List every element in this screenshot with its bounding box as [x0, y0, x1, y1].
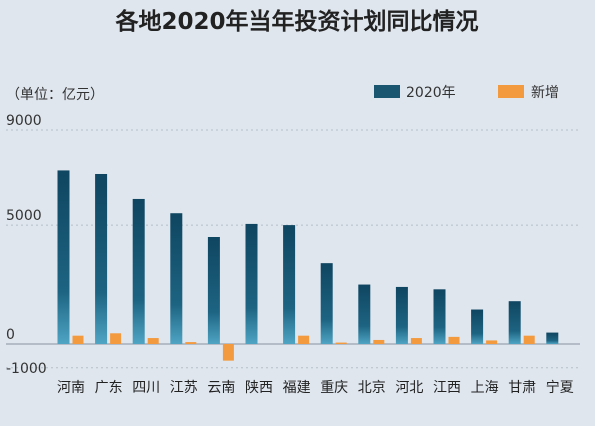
- bar-2020-云南: [207, 237, 220, 344]
- bar-2020-江西: [433, 289, 446, 344]
- bar-2020-福建: [283, 225, 296, 344]
- x-tick-label: 甘肃: [508, 380, 536, 396]
- legend-label-2020: 2020年: [406, 85, 456, 101]
- y-tick-label: 5000: [6, 208, 42, 224]
- x-tick-label: 云南: [207, 380, 235, 396]
- bar-new-北京: [373, 339, 385, 344]
- legend-swatch-2020: [374, 85, 400, 98]
- x-tick-label: 宁夏: [546, 379, 574, 396]
- bar-new-四川: [147, 338, 159, 344]
- legend-label-new: 新增: [531, 85, 559, 101]
- x-tick-label: 江苏: [170, 380, 198, 396]
- y-tick-label: 0: [6, 327, 15, 343]
- x-tick-label: 重庆: [320, 380, 348, 396]
- bar-2020-陕西: [245, 223, 258, 344]
- bar-new-河北: [410, 338, 422, 344]
- x-tick-label: 河北: [395, 380, 423, 396]
- unit-label: （单位：亿元）: [6, 87, 104, 103]
- bar-new-河南: [72, 335, 84, 344]
- x-tick-label: 上海: [471, 380, 499, 396]
- bar-new-广东: [110, 333, 122, 344]
- bar-new-福建: [298, 335, 310, 344]
- y-tick-label: -1000: [6, 361, 47, 377]
- chart-title: 各地2020年当年投资计划同比情况: [114, 8, 478, 35]
- bar-new-云南: [222, 344, 234, 361]
- bar-2020-甘肃: [508, 301, 521, 344]
- x-tick-label: 江西: [433, 380, 461, 396]
- legend: 2020年 新增: [374, 85, 559, 101]
- bar-2020-宁夏: [546, 332, 559, 344]
- bar-2020-上海: [471, 309, 484, 344]
- bar-new-江苏: [185, 342, 197, 344]
- bar-new-重庆: [335, 342, 347, 344]
- bar-2020-北京: [358, 284, 371, 344]
- x-tick-label: 福建: [283, 380, 311, 396]
- bar-new-上海: [486, 340, 498, 344]
- x-tick-label: 北京: [358, 380, 386, 396]
- y-tick-label: 9000: [6, 113, 42, 129]
- bar-2020-重庆: [320, 263, 333, 344]
- bar-2020-河北: [395, 286, 408, 344]
- y-axis: 9000 5000 0 -1000: [6, 113, 47, 377]
- bars: [57, 170, 559, 361]
- x-tick-label: 陕西: [245, 380, 273, 396]
- legend-swatch-new: [498, 85, 524, 98]
- bar-2020-广东: [95, 173, 108, 344]
- x-tick-label: 四川: [132, 380, 160, 396]
- bar-2020-四川: [132, 198, 145, 344]
- bar-new-甘肃: [523, 335, 535, 344]
- x-tick-label: 河南: [57, 380, 85, 396]
- x-axis: 河南 广东 四川 江苏 云南 陕西 福建 重庆 北京 河北 江西 上海 甘肃 宁夏: [57, 379, 574, 396]
- bar-2020-江苏: [170, 213, 183, 344]
- bar-2020-河南: [57, 170, 70, 344]
- x-tick-label: 广东: [95, 380, 123, 396]
- bar-new-江西: [448, 336, 460, 344]
